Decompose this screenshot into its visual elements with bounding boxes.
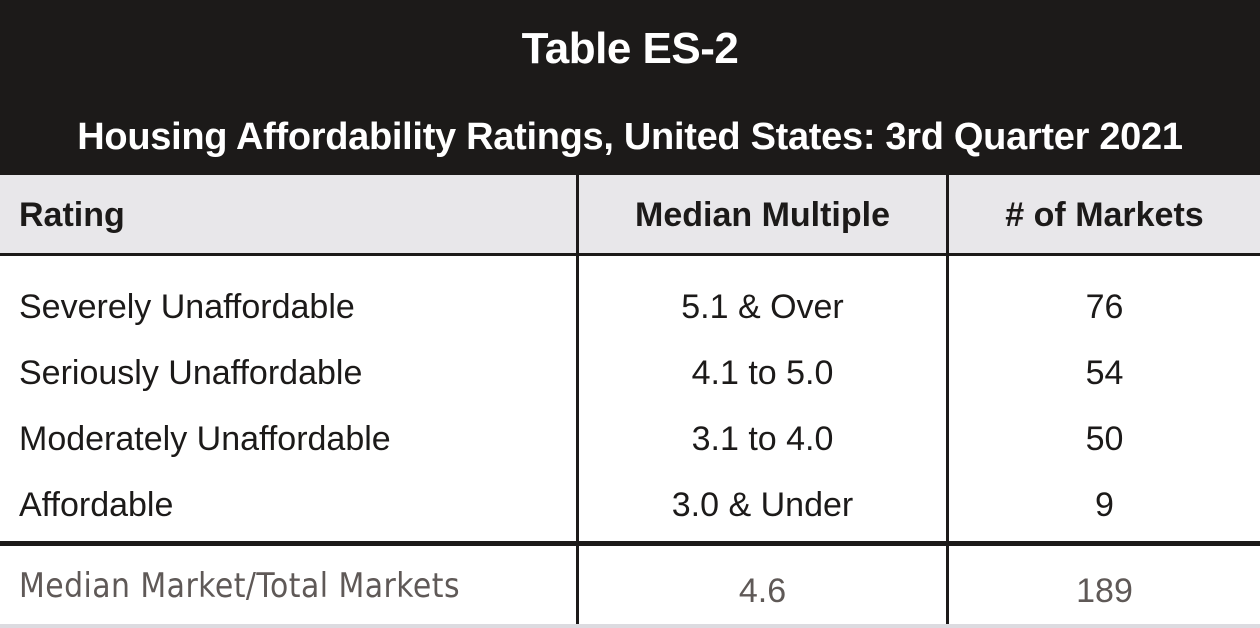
row-3-rating: Moderately Unaffordable	[19, 420, 391, 458]
table-subtitle: Housing Affordability Ratings, United St…	[77, 116, 1183, 158]
table-header: Table ES-2 Housing Affordability Ratings…	[0, 0, 1260, 175]
total-row-median: 4.6	[738, 572, 787, 610]
row-4-median-multiple: 3.0 & Under	[671, 486, 854, 524]
table-bottom-border	[0, 624, 1260, 628]
row-2-median-multiple: 4.1 to 5.0	[691, 354, 834, 392]
column-header-rating: Rating	[19, 196, 125, 234]
total-row-label: Median Market/Total Markets	[19, 566, 460, 606]
row-2-markets: 54	[1085, 354, 1124, 392]
column-divider-1	[576, 175, 579, 624]
row-1-markets: 76	[1085, 288, 1124, 326]
total-divider	[0, 541, 1260, 546]
row-3-median-multiple: 3.1 to 4.0	[691, 420, 834, 458]
row-4-rating: Affordable	[19, 486, 174, 524]
column-header-markets: # of Markets	[1005, 196, 1204, 234]
table-title: Table ES-2	[521, 24, 739, 73]
column-divider-2	[946, 175, 949, 624]
row-2-rating: Seriously Unaffordable	[19, 354, 363, 392]
header-divider	[0, 253, 1260, 256]
column-header-row	[0, 175, 1260, 254]
row-4-markets: 9	[1095, 486, 1114, 524]
column-header-median-multiple: Median Multiple	[635, 196, 890, 234]
row-3-markets: 50	[1085, 420, 1124, 458]
row-1-rating: Severely Unaffordable	[19, 288, 355, 326]
total-row-markets: 189	[1076, 572, 1133, 610]
row-1-median-multiple: 5.1 & Over	[681, 288, 844, 326]
